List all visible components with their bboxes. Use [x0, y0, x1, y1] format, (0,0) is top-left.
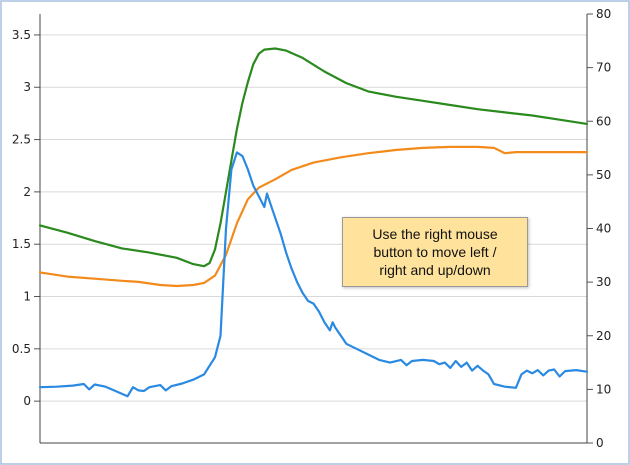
right-tick-label: 30: [596, 275, 611, 289]
series-lines[interactable]: [38, 47, 589, 398]
left-tick-label: 1.5: [12, 237, 31, 251]
right-tick-label: 0: [596, 436, 604, 450]
hint-line-1: Use the right mouse: [372, 226, 498, 242]
series-line-2[interactable]: [38, 145, 589, 288]
gridlines: [40, 34, 587, 402]
right-tick-label: 50: [596, 168, 611, 182]
left-tick-label: 0.5: [12, 342, 31, 356]
navigation-hint-tooltip: Use the right mouse button to move left …: [342, 217, 528, 287]
right-tick-label: 80: [596, 7, 611, 21]
left-tick-label: 2: [23, 185, 31, 199]
hint-line-3: right and up/down: [379, 262, 491, 278]
right-tick-label: 40: [596, 222, 611, 236]
left-tick-label: 1: [23, 290, 31, 304]
left-tick-label: 3: [23, 80, 31, 94]
left-tick-label: 3.5: [12, 28, 31, 42]
tick-labels: 0 0.5 1 1.5 2 2.5 3 3.5 0 10 20 30 40 50 60 70 80: [12, 7, 611, 450]
hint-line-2: button to move left /: [373, 244, 497, 260]
right-tick-label: 70: [596, 61, 611, 75]
right-tick-label: 60: [596, 114, 611, 128]
left-tick-label: 0: [23, 394, 31, 408]
right-tick-label: 20: [596, 329, 611, 343]
series-line-1[interactable]: [38, 47, 589, 268]
left-tick-label: 2.5: [12, 133, 31, 147]
right-tick-label: 10: [596, 382, 611, 396]
series-line-3[interactable]: [38, 151, 589, 398]
